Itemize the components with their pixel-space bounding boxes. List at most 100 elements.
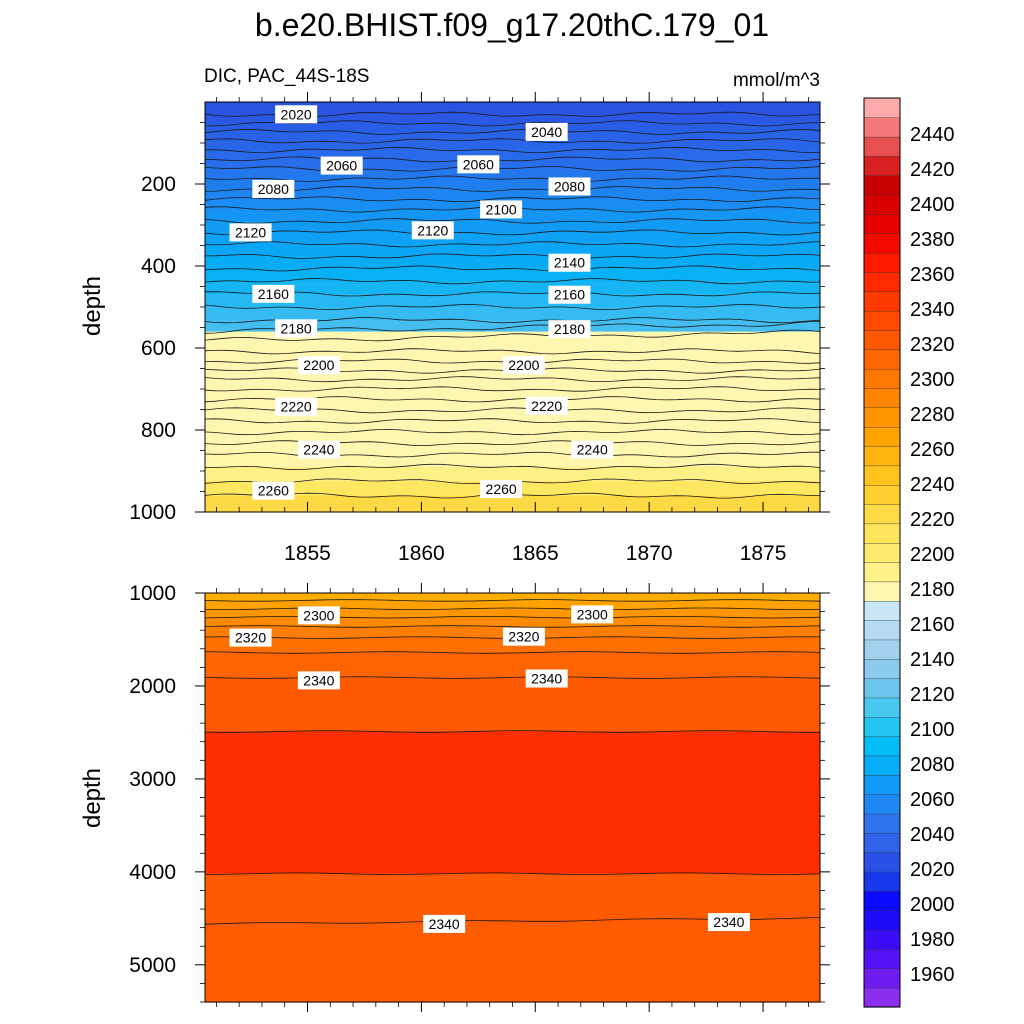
- colorbar-swatch: [863, 658, 901, 679]
- contour-label-bg: [480, 200, 523, 219]
- colorbar-label: 2120: [910, 684, 955, 706]
- contour-label: 2200: [303, 357, 334, 373]
- contour-label: 2200: [508, 357, 539, 373]
- colorbar-swatch: [863, 871, 901, 892]
- colorbar-swatch: [863, 600, 901, 621]
- colorbar-label: 2320: [910, 334, 955, 356]
- colorbar-swatch: [863, 542, 901, 563]
- contour-band: [205, 443, 820, 456]
- variable-region-label: DIC, PAC_44S-18S: [204, 66, 369, 87]
- colorbar-swatch: [863, 794, 901, 815]
- colorbar-swatch: [863, 890, 901, 911]
- y-tick-label: 5000: [129, 954, 176, 977]
- top-contour-panel: 1855 1860 1865 1870 1875 200 400 600 800 1000 2020…: [129, 92, 830, 565]
- contour-label-bg: [297, 356, 340, 375]
- colorbar-swatch: [863, 639, 901, 660]
- colorbar-swatch: [863, 852, 901, 873]
- y-tick-label: 600: [141, 337, 176, 360]
- colorbar-swatch: [863, 736, 901, 757]
- colorbar-label: 1980: [910, 929, 955, 951]
- contour-band: [205, 244, 820, 257]
- contour-label-bg: [297, 440, 340, 459]
- contour-label: 2120: [235, 224, 266, 240]
- colorbar-swatch: [863, 291, 901, 312]
- bottom-y-axis-label: depth: [79, 768, 106, 828]
- y-tick-label: 3000: [129, 768, 176, 791]
- colorbar-swatch: [863, 349, 901, 370]
- colorbar-label: 1960: [910, 964, 955, 986]
- contour-label-bg: [275, 319, 318, 338]
- contour-line: [204, 120, 821, 127]
- contour-line: [204, 376, 821, 383]
- contour-line: [204, 651, 821, 654]
- colorbar-swatch: [863, 503, 901, 525]
- contour-band: [205, 256, 820, 270]
- contour-label-bg: [423, 914, 466, 933]
- x-tick-label: 1875: [740, 542, 787, 565]
- colorbar-frame: [863, 97, 901, 1008]
- contour-label-bg: [548, 253, 591, 272]
- contour-line: [204, 128, 821, 135]
- contour-band: [205, 600, 820, 610]
- colorbar-swatch: [863, 252, 901, 273]
- colorbar-swatch: [863, 155, 901, 176]
- contour-label: 2240: [303, 442, 334, 458]
- contour-band: [205, 923, 820, 1003]
- y-tick-label: 800: [141, 419, 176, 442]
- contour-line: [204, 218, 821, 224]
- colorbar-swatch: [863, 213, 901, 234]
- contour-band: [205, 331, 820, 342]
- colorbar-swatch: [863, 910, 901, 931]
- contour-band: [205, 320, 820, 333]
- y-tick-label: 1000: [129, 501, 176, 524]
- colorbar-label: 2340: [910, 299, 955, 321]
- colorbar-label: 2380: [910, 229, 955, 251]
- colorbar-label: 2160: [910, 614, 955, 636]
- contour-label: 2340: [713, 914, 744, 930]
- units-label: mmol/m^3: [733, 70, 820, 91]
- x-tick-label: 1865: [512, 542, 559, 565]
- colorbar-swatch: [863, 175, 901, 196]
- contour-line: [204, 175, 821, 182]
- y-tick-label: 400: [141, 255, 176, 278]
- contour-band: [205, 102, 820, 115]
- colorbar-swatch: [863, 194, 901, 215]
- contour-band: [205, 131, 820, 142]
- contour-band: [205, 188, 820, 200]
- contour-label-bg: [297, 606, 340, 625]
- contour-line: [204, 241, 821, 248]
- colorbar-swatch: [863, 716, 901, 737]
- contour-line: [204, 229, 821, 236]
- contour-band: [205, 495, 820, 513]
- contour-label: 2240: [577, 442, 608, 458]
- contour-label: 2260: [486, 481, 517, 497]
- colorbar-label: 2020: [910, 859, 955, 881]
- colorbar: 1960 1980 2000 2020 2040 2060 2080 2100 2120 2140…: [863, 97, 955, 1008]
- contour-line: [204, 625, 821, 628]
- contour-line: [204, 428, 821, 436]
- colorbar-swatch: [863, 117, 901, 138]
- y-tick-label: 2000: [129, 675, 176, 698]
- colorbar-label: 2040: [910, 824, 955, 846]
- contour-line: [204, 730, 820, 733]
- contour-band: [205, 379, 820, 390]
- contour-line: [204, 348, 821, 355]
- contour-label-bg: [252, 284, 295, 303]
- colorbar-label: 2100: [910, 719, 955, 741]
- colorbar-swatch: [863, 697, 901, 718]
- colorbar-swatch: [863, 329, 901, 351]
- contour-band: [205, 293, 820, 308]
- colorbar-label: 2400: [910, 194, 955, 216]
- colorbar-label: 2240: [910, 474, 955, 496]
- colorbar-swatch: [863, 465, 901, 486]
- contour-label-bg: [252, 179, 295, 198]
- colorbar-swatch: [863, 832, 901, 853]
- colorbar-swatch: [863, 929, 901, 950]
- colorbar-swatch: [863, 310, 901, 331]
- colorbar-swatch: [863, 755, 901, 776]
- contour-line: [204, 186, 821, 192]
- contour-line: [204, 872, 821, 875]
- contour-line: [204, 138, 821, 144]
- contour-band: [205, 652, 820, 679]
- colorbar-label: 2000: [910, 894, 955, 916]
